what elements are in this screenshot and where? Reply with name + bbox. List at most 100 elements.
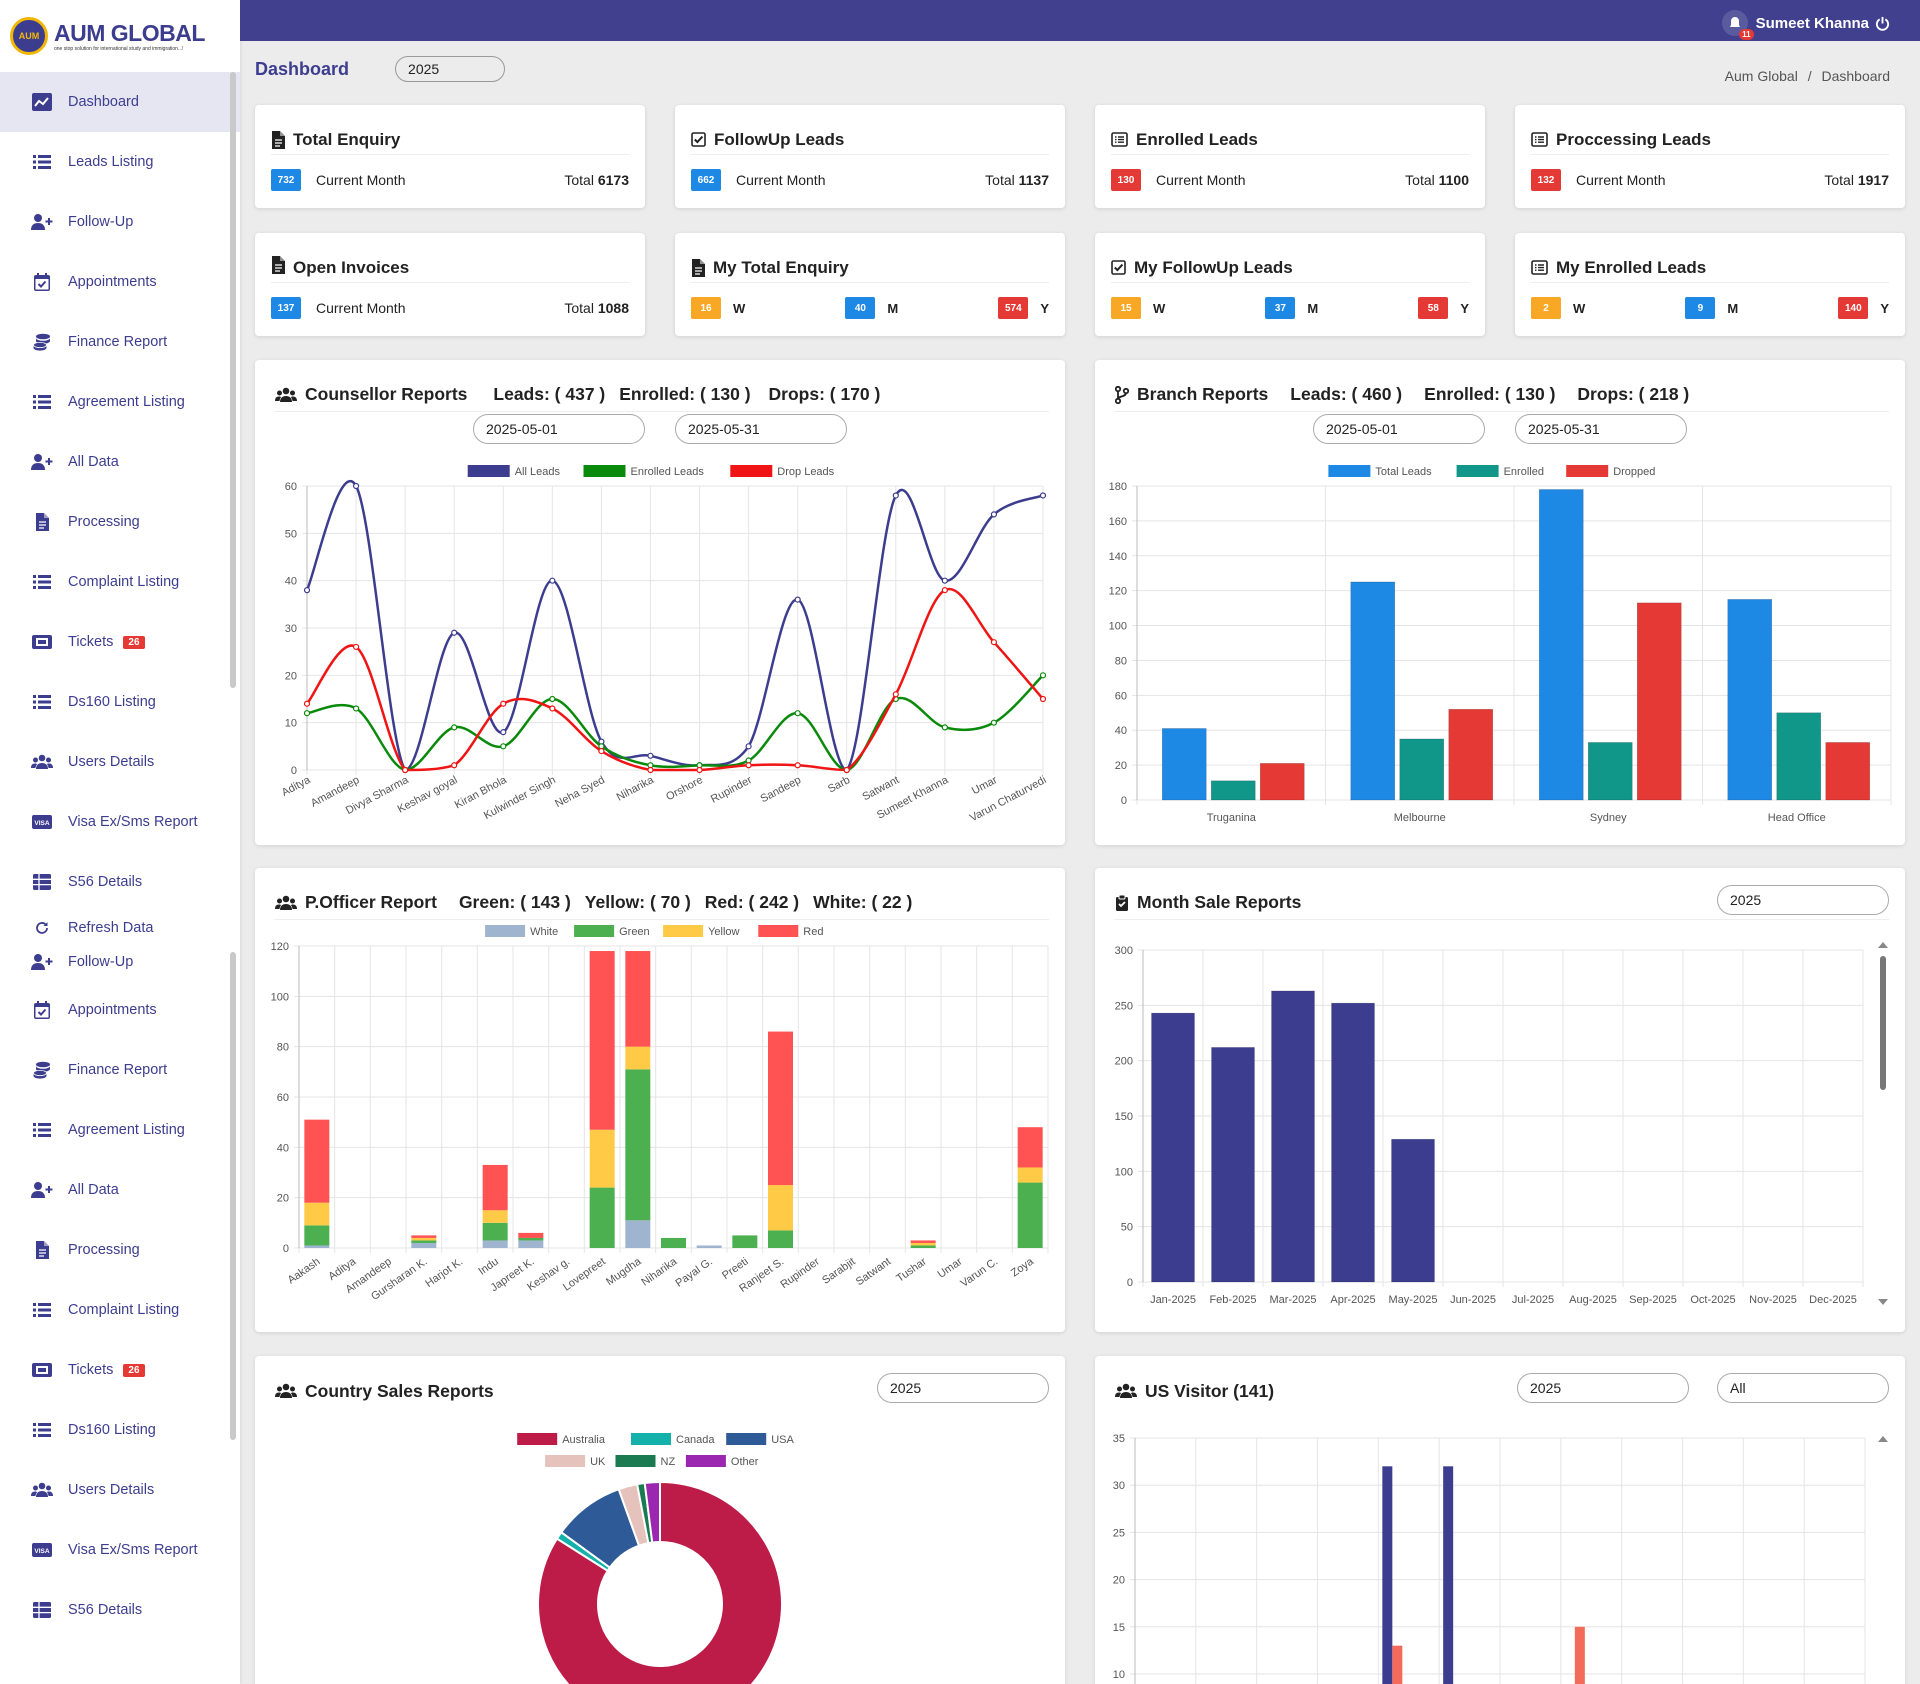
sidebar-item-follow-up[interactable]: Follow-Up — [0, 192, 240, 252]
sidebar-item-complaint-listing[interactable]: Complaint Listing — [0, 552, 240, 612]
sidebar-item-agreement-listing[interactable]: Agreement Listing — [0, 372, 240, 432]
current-month-badge: 137 — [271, 297, 301, 319]
tickets-count-badge: 26 — [123, 635, 145, 649]
power-icon[interactable] — [1875, 16, 1890, 31]
counsellor-enrolled-count: Enrolled: ( 130 ) — [619, 384, 751, 404]
sidebar-item-all-data[interactable]: All Data — [0, 432, 240, 492]
branch-date-to[interactable]: 2025-05-31 — [1515, 414, 1687, 444]
sidebar-item-agreement-listing[interactable]: Agreement Listing — [0, 1100, 240, 1160]
counsellor-date-to[interactable]: 2025-05-31 — [675, 414, 847, 444]
x-tick-label: Satwant — [860, 774, 901, 803]
enrolled-leads-card[interactable]: Enrolled Leads 130 Current Month Total 1… — [1095, 105, 1485, 208]
sidebar-item-processing[interactable]: Processing — [0, 492, 240, 552]
month-sale-header: Month Sale Reports — [1115, 886, 1889, 920]
year-stat: 574 Y — [998, 297, 1049, 319]
data-point — [990, 719, 998, 726]
open-invoices-row: 137 Current Month Total 1088 — [271, 296, 629, 320]
bar-yellow — [768, 1185, 793, 1231]
data-point — [990, 511, 998, 518]
sidebar-item-appointments[interactable]: Appointments — [0, 252, 240, 312]
y-tick-label: 300 — [1115, 945, 1133, 957]
sidebar-item-label: S56 Details — [68, 1602, 143, 1618]
sidebar-item-s56-details[interactable]: S56 Details — [0, 1580, 240, 1640]
sidebar-item-visa-ex-sms-report[interactable]: VISA Visa Ex/Sms Report — [0, 792, 240, 852]
top-navbar: 11 Sumeet Khanna — [240, 0, 1920, 41]
branch-date-from[interactable]: 2025-05-01 — [1313, 414, 1485, 444]
sidebar-item-follow-up[interactable]: Follow-Up — [0, 944, 240, 980]
data-point — [941, 577, 948, 584]
bar-yellow — [625, 1046, 651, 1070]
x-tick-label: Jan-2025 — [1150, 1294, 1196, 1306]
year-select[interactable]: 2025 — [395, 56, 506, 82]
sidebar-item-processing[interactable]: Processing — [0, 1220, 240, 1280]
month-sale-scrollbar[interactable] — [1880, 956, 1886, 1090]
breadcrumb-home[interactable]: Aum Global — [1724, 68, 1798, 84]
month-sale-year-select[interactable]: 2025 — [1717, 885, 1889, 915]
notification-bell-icon[interactable]: 11 — [1721, 10, 1754, 40]
scroll-up-arrow-icon[interactable] — [1878, 942, 1888, 948]
scroll-up-arrow-icon[interactable] — [1878, 1436, 1888, 1442]
sidebar-item-s56-details[interactable]: S56 Details — [0, 852, 240, 912]
sidebar-item-refresh-data[interactable]: Refresh Data — [0, 912, 240, 944]
series-line-enrolled-leads — [306, 674, 1044, 772]
sidebar-item-finance-report[interactable]: Finance Report — [0, 1040, 240, 1100]
sidebar-item-dashboard[interactable]: Dashboard — [0, 72, 240, 132]
my-followup-leads-card[interactable]: My FollowUp Leads 15 W 37 M 58 Y — [1095, 233, 1485, 336]
y-tick-label: 15 — [1113, 1622, 1125, 1634]
legend-swatch — [615, 1455, 656, 1467]
file-icon — [271, 256, 285, 279]
year-label: Y — [1040, 300, 1049, 316]
bar-red — [625, 951, 651, 1047]
branch-enrolled-count: Enrolled: ( 130 ) — [1424, 384, 1556, 404]
data-point — [549, 577, 556, 584]
country-sales-year-select[interactable]: 2025 — [877, 1373, 1049, 1403]
scroll-down-arrow-icon[interactable] — [1878, 1299, 1888, 1305]
y-tick-label: 100 — [271, 991, 289, 1003]
tickets-count-badge: 26 — [123, 1363, 145, 1377]
counsellor-date-from[interactable]: 2025-05-01 — [473, 414, 645, 444]
sidebar-item-tickets[interactable]: Tickets 26 — [0, 1340, 240, 1400]
sidebar-item-tickets[interactable]: Tickets 26 — [0, 612, 240, 672]
data-point — [696, 766, 703, 774]
sidebar-item-all-data[interactable]: All Data — [0, 1160, 240, 1220]
total-enquiry-card[interactable]: Total Enquiry 732 Current Month Total 61… — [255, 105, 645, 208]
data-point — [647, 766, 654, 774]
sidebar-item-ds160-listing[interactable]: Ds160 Listing — [0, 1400, 240, 1460]
sidebar-item-complaint-listing[interactable]: Complaint Listing — [0, 1280, 240, 1340]
us-visitor-year-select[interactable]: 2025 — [1517, 1373, 1689, 1403]
bar-white — [304, 1245, 330, 1248]
sidebar-item-ds160-listing[interactable]: Ds160 Listing — [0, 672, 240, 732]
sidebar-scrollbar-top[interactable] — [230, 72, 236, 688]
my-total-enquiry-card[interactable]: My Total Enquiry 16 W 40 M 574 Y — [675, 233, 1065, 336]
sidebar-item-visa-ex-sms-report[interactable]: VISA Visa Ex/Sms Report — [0, 1520, 240, 1580]
sidebar-item-users-details[interactable]: Users Details — [0, 732, 240, 792]
sidebar-item-label: Follow-Up — [68, 954, 134, 970]
us-visitor-filter-select[interactable]: All — [1717, 1373, 1889, 1403]
total-value: Total 1137 — [985, 172, 1049, 188]
user-menu[interactable]: 11 Sumeet Khanna — [1721, 10, 1890, 40]
sidebar-item-appointments[interactable]: Appointments — [0, 980, 240, 1040]
sidebar-item-users-details[interactable]: Users Details — [0, 1460, 240, 1520]
open-invoices-card[interactable]: Open Invoices 137 Current Month Total 10… — [255, 233, 645, 336]
brand-logo[interactable]: AUM AUM GLOBAL one stop solution for int… — [0, 0, 240, 72]
y-tick-label: 60 — [1115, 690, 1127, 702]
x-tick-label: Jun-2025 — [1450, 1294, 1496, 1306]
year-stat: 58 Y — [1418, 297, 1469, 319]
calendar-check-icon — [30, 999, 54, 1021]
total-value: Total 6173 — [564, 172, 629, 188]
y-tick-label: 30 — [285, 623, 297, 635]
legend-label: Yellow — [708, 926, 739, 938]
sidebar-item-label: Ds160 Listing — [68, 694, 156, 710]
followup-leads-card[interactable]: FollowUp Leads 662 Current Month Total 1… — [675, 105, 1065, 208]
x-tick-label: Harjot K. — [423, 1256, 465, 1290]
proccessing-leads-card[interactable]: Proccessing Leads 132 Current Month Tota… — [1515, 105, 1905, 208]
y-tick-label: 60 — [277, 1092, 289, 1104]
sidebar-scrollbar-bottom[interactable] — [230, 952, 236, 1440]
total-label: Total — [1824, 172, 1854, 188]
sidebar-item-leads-listing[interactable]: Leads Listing — [0, 132, 240, 192]
total-value: Total 1088 — [564, 300, 629, 316]
sidebar-item-finance-report[interactable]: Finance Report — [0, 312, 240, 372]
y-tick-label: 0 — [1121, 795, 1127, 807]
